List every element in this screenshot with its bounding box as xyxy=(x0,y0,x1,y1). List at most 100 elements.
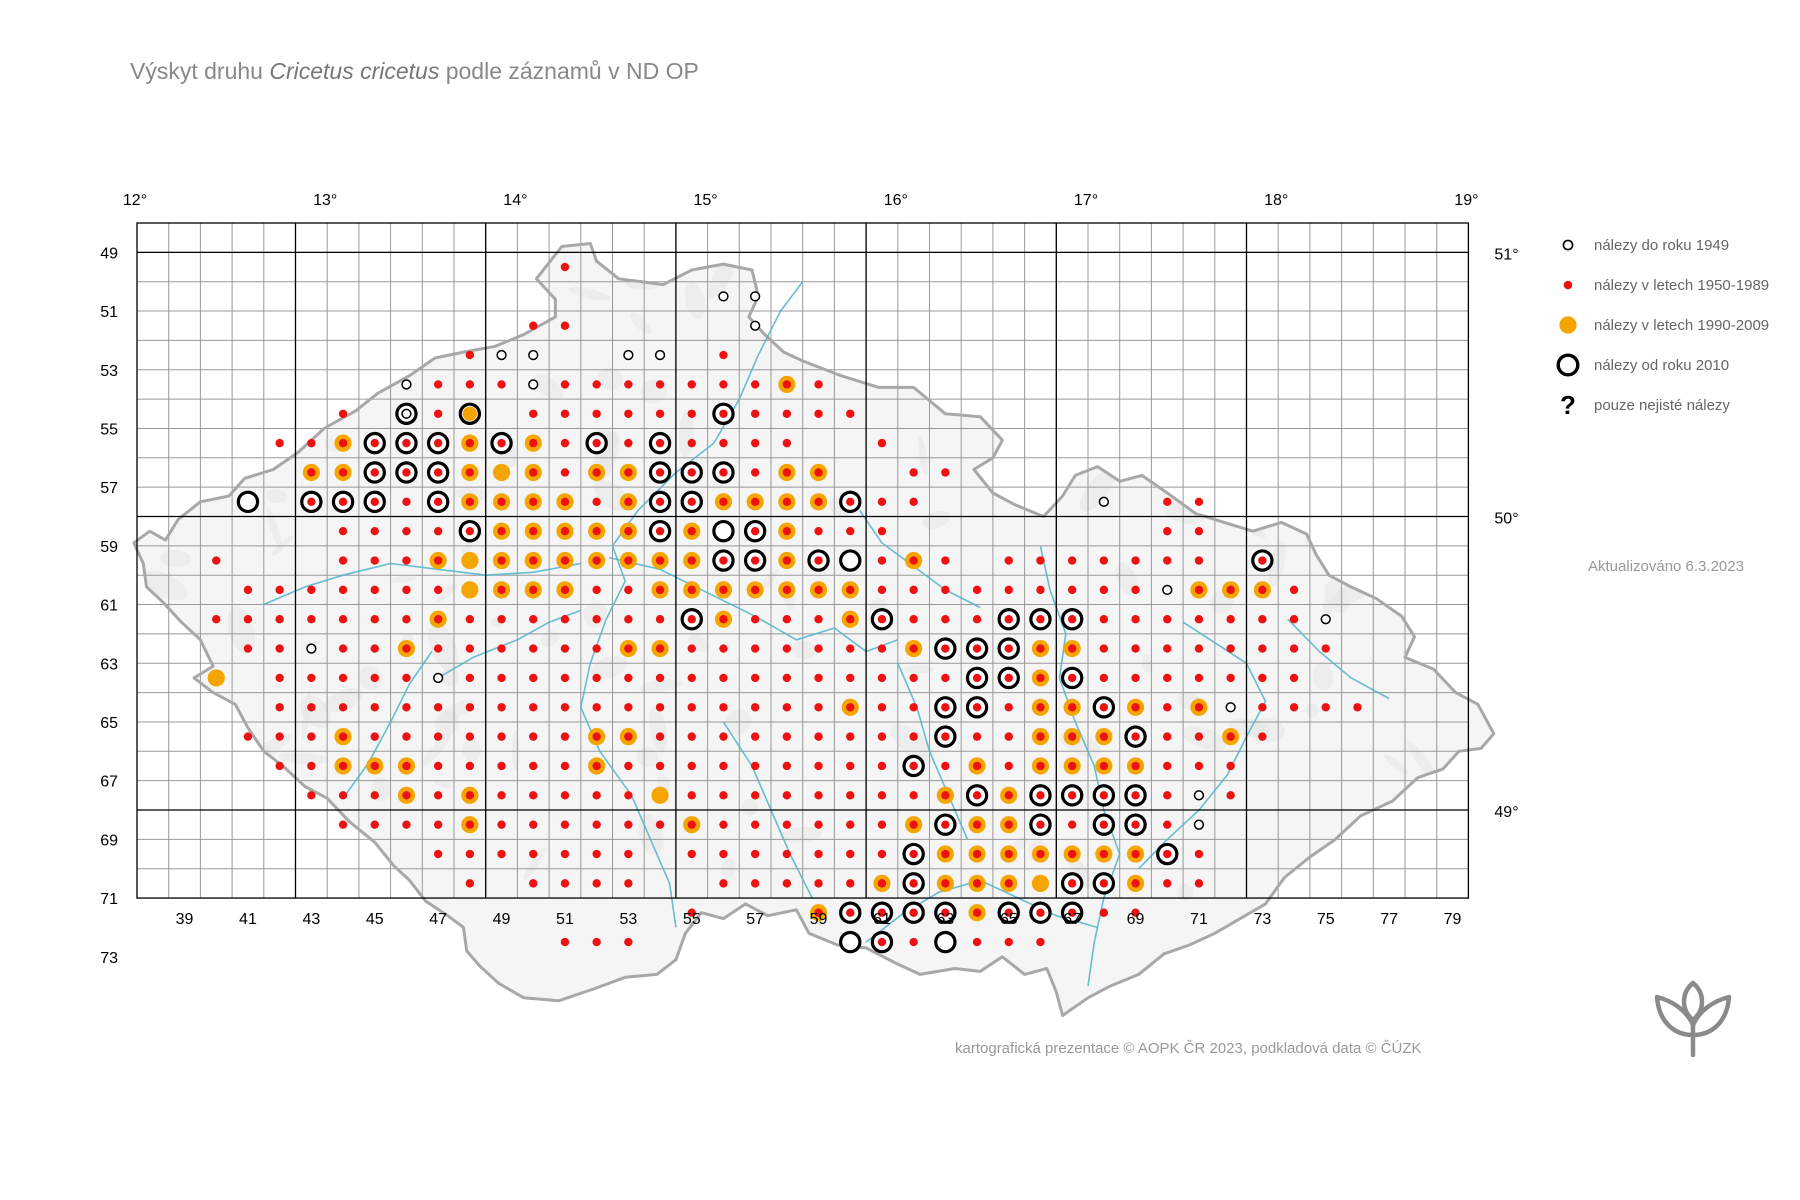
marker-red-1950 xyxy=(1258,644,1267,653)
record-cell xyxy=(402,615,411,624)
marker-red-1950 xyxy=(687,409,696,418)
marker-red-1950 xyxy=(941,556,950,565)
record-cell xyxy=(687,644,696,653)
record-cell xyxy=(1163,644,1172,653)
record-cell xyxy=(1193,790,1205,801)
record-cell xyxy=(560,438,570,448)
legend-label: nálezy v letech 1990-2009 xyxy=(1594,317,1769,334)
marker-red-1950 xyxy=(814,380,823,389)
record-cell xyxy=(465,644,475,653)
marker-red-1950 xyxy=(465,703,475,712)
record-cell xyxy=(307,732,316,741)
marker-red-1950 xyxy=(275,644,284,653)
marker-red-1950 xyxy=(433,585,443,595)
marker-ring-2010 xyxy=(839,930,862,954)
marker-red-1950 xyxy=(909,879,918,888)
record-cell xyxy=(1258,732,1267,741)
record-cell xyxy=(529,879,538,888)
marker-red-1950 xyxy=(592,879,601,888)
marker-red-1950 xyxy=(433,497,443,507)
record-cell xyxy=(1321,703,1330,712)
record-cell xyxy=(846,849,855,859)
marker-red-1950 xyxy=(624,820,633,829)
marker-red-1950 xyxy=(402,761,411,771)
record-cell xyxy=(1063,639,1081,658)
record-cell xyxy=(750,320,761,331)
relief-patch xyxy=(142,570,188,601)
marker-red-1950 xyxy=(1163,556,1172,565)
marker-red-1950 xyxy=(814,673,823,683)
marker-red-1950 xyxy=(750,791,760,800)
marker-red-1950 xyxy=(338,409,348,418)
record-cell xyxy=(719,761,728,771)
marker-red-1950 xyxy=(624,409,633,418)
record-cell xyxy=(1163,673,1172,683)
marker-red-1950 xyxy=(814,732,823,741)
record-cell xyxy=(651,581,669,599)
record-cell xyxy=(909,673,918,683)
record-cell xyxy=(778,375,796,394)
marker-red-1950 xyxy=(719,585,728,595)
legend-label: nálezy v letech 1950-1989 xyxy=(1594,277,1769,294)
marker-red-1950 xyxy=(655,644,665,653)
marker-ring-2010 xyxy=(236,490,260,514)
record-cell xyxy=(718,291,729,302)
marker-red-1950 xyxy=(1036,937,1045,947)
marker-red-1950 xyxy=(814,497,823,507)
marker-red-1950 xyxy=(719,761,728,771)
relief-patch xyxy=(390,575,417,583)
row-label: 61 xyxy=(100,598,118,615)
marker-red-1950 xyxy=(465,644,475,653)
marker-red-1950 xyxy=(1258,585,1267,595)
record-cell xyxy=(719,732,728,741)
record-cell xyxy=(877,849,887,859)
marker-red-1950 xyxy=(909,644,918,653)
marker-red-1950 xyxy=(338,673,348,683)
marker-red-1950 xyxy=(307,673,316,683)
record-cell xyxy=(302,463,320,482)
marker-red-1950 xyxy=(1163,644,1172,653)
relief-patch xyxy=(1324,580,1350,614)
record-cell xyxy=(1063,698,1081,716)
marker-red-1950 xyxy=(433,703,443,712)
marker-red-1950 xyxy=(719,673,728,683)
relief-patch xyxy=(523,847,546,880)
record-cell xyxy=(841,698,859,716)
record-cell xyxy=(750,438,760,448)
marker-red-1950 xyxy=(687,438,696,448)
relief-patch xyxy=(890,723,935,764)
latitude-label: 51° xyxy=(1494,246,1518,263)
relief-patch xyxy=(1181,726,1227,751)
record-cell xyxy=(972,615,982,624)
marker-red-1950 xyxy=(750,820,760,829)
relief-patch xyxy=(322,688,363,713)
marker-red-1950 xyxy=(465,761,475,771)
marker-red-1950 xyxy=(307,732,316,741)
marker-red-1950 xyxy=(1004,703,1013,712)
relief-patch xyxy=(1115,562,1138,596)
row-label: 73 xyxy=(100,950,118,967)
marker-red-1950 xyxy=(497,703,506,712)
relief-patch xyxy=(864,243,887,250)
marker-red-1950 xyxy=(687,703,696,712)
relief-patch xyxy=(265,489,288,504)
record-cell xyxy=(243,615,253,624)
record-cell xyxy=(1092,872,1116,895)
record-cell xyxy=(1162,584,1173,596)
marker-red-1950 xyxy=(1099,585,1109,595)
record-cell xyxy=(560,644,570,653)
marker-red-1950 xyxy=(370,732,379,741)
longitude-label: 17° xyxy=(1074,192,1098,209)
marker-red-1950 xyxy=(846,732,855,741)
record-cell xyxy=(778,551,796,570)
marker-red-1950 xyxy=(655,761,665,771)
record-cell xyxy=(719,820,728,829)
marker-red-1950 xyxy=(877,556,887,565)
record-cell xyxy=(1004,556,1013,565)
record-cell xyxy=(905,816,923,834)
marker-red-1950 xyxy=(750,438,760,448)
record-cell xyxy=(529,409,538,418)
record-cell xyxy=(968,904,986,922)
record-cell xyxy=(1126,757,1145,775)
record-cell xyxy=(814,673,823,683)
